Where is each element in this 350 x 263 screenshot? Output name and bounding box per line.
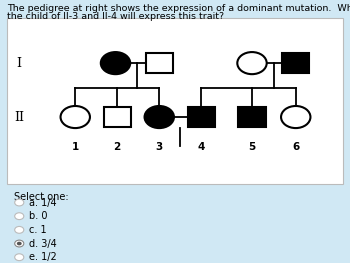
Text: II: II bbox=[14, 110, 24, 124]
Circle shape bbox=[15, 240, 24, 247]
Bar bbox=[282, 53, 309, 73]
Circle shape bbox=[15, 226, 24, 233]
Circle shape bbox=[15, 199, 24, 206]
Circle shape bbox=[101, 52, 130, 74]
Text: b. 0: b. 0 bbox=[29, 211, 48, 221]
Circle shape bbox=[281, 106, 310, 128]
Bar bbox=[146, 53, 173, 73]
Circle shape bbox=[61, 106, 90, 128]
Text: 3: 3 bbox=[156, 142, 163, 152]
Text: The pedigree at right shows the expression of a dominant mutation.  What is the : The pedigree at right shows the expressi… bbox=[7, 4, 350, 13]
Circle shape bbox=[237, 52, 267, 74]
Text: c. 1: c. 1 bbox=[29, 225, 47, 235]
Text: 1: 1 bbox=[72, 142, 79, 152]
Circle shape bbox=[145, 106, 174, 128]
Bar bbox=[104, 107, 131, 127]
Circle shape bbox=[15, 213, 24, 220]
Text: d. 3/4: d. 3/4 bbox=[29, 239, 57, 249]
FancyBboxPatch shape bbox=[7, 18, 343, 184]
Text: e. 1/2: e. 1/2 bbox=[29, 252, 57, 262]
Text: the child of II-3 and II-4 will express this trait?: the child of II-3 and II-4 will express … bbox=[7, 12, 224, 21]
Bar bbox=[238, 107, 266, 127]
Text: a. 1/4: a. 1/4 bbox=[29, 198, 57, 208]
Text: I: I bbox=[17, 57, 22, 70]
Text: Select one:: Select one: bbox=[14, 192, 69, 202]
Bar bbox=[188, 107, 215, 127]
Text: 5: 5 bbox=[248, 142, 256, 152]
Text: 2: 2 bbox=[114, 142, 121, 152]
Text: 4: 4 bbox=[197, 142, 205, 152]
Text: 6: 6 bbox=[292, 142, 299, 152]
Circle shape bbox=[15, 254, 24, 261]
Circle shape bbox=[17, 242, 22, 245]
